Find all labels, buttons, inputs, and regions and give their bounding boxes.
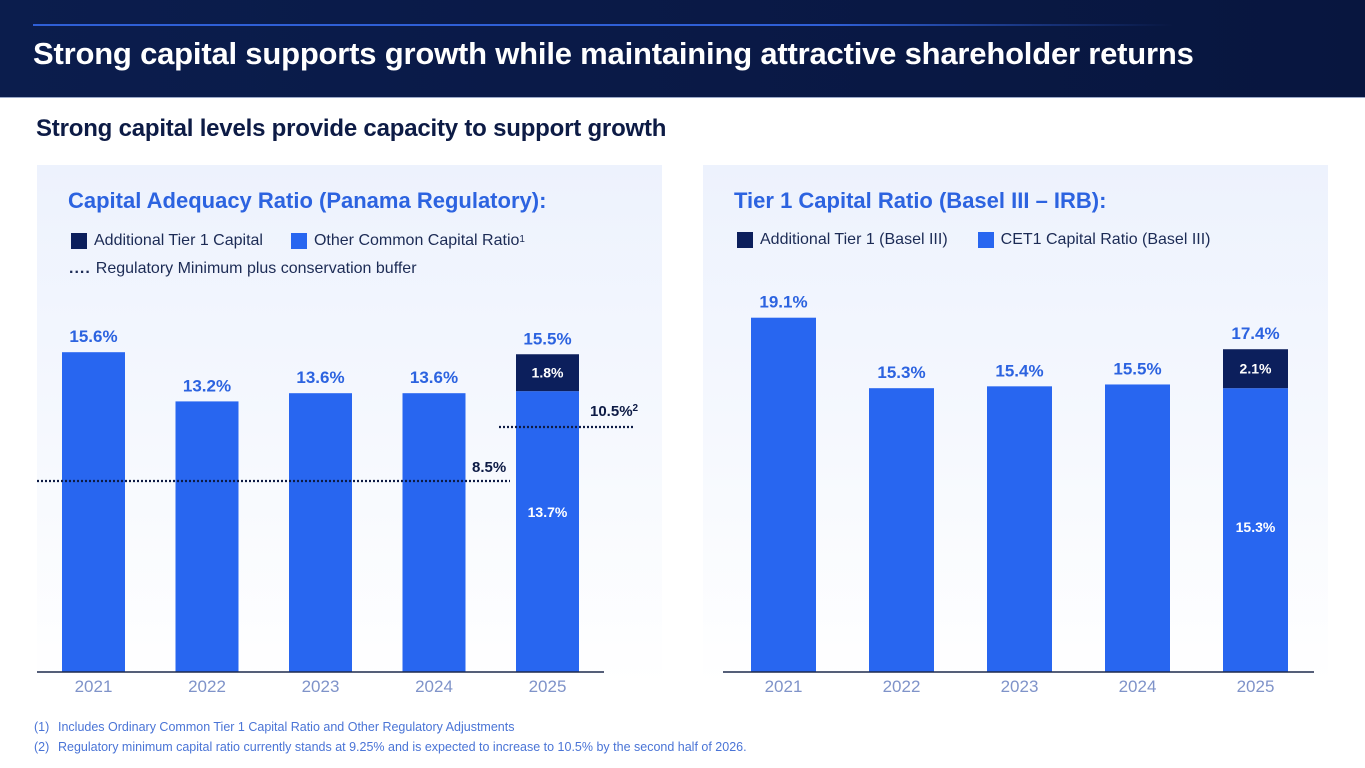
tier1-chart-title: Tier 1 Capital Ratio (Basel III – IRB): [734, 188, 1107, 213]
legend-label-other-common: Other Common Capital Ratio [313, 232, 520, 249]
total-label: 13.6% [410, 368, 458, 387]
bar-2024-other-common-capital-ratio [402, 393, 466, 672]
segment-label: 15.3% [1236, 519, 1276, 535]
bar-2025-additional-tier-1-basel-iii- [1223, 349, 1288, 389]
legend-swatch-additional-tier1-basel [737, 232, 753, 248]
segment-label: 13.7% [528, 504, 568, 520]
x-tick-label: 2022 [883, 677, 921, 696]
capital-adequacy-chart-title: Capital Adequacy Ratio (Panama Regulator… [68, 188, 547, 213]
legend-label-regulatory-minimum: Regulatory Minimum plus conservation buf… [95, 260, 417, 277]
slide-header: Strong capital supports growth while mai… [0, 0, 1365, 98]
footnote-2: (2) Regulatory minimum capital ratio curr… [34, 737, 747, 757]
x-tick-label: 2021 [75, 677, 113, 696]
footnote-text: Regulatory minimum capital ratio current… [58, 740, 747, 754]
legend-left-row1: Additional Tier 1 Capital Other Common C… [71, 232, 525, 250]
reference-line-label: 8.5% [472, 459, 506, 476]
footnotes: (1) Includes Ordinary Common Tier 1 Capit… [34, 717, 747, 757]
bar-2025-cet1-capital-ratio-basel-iii- [1223, 388, 1288, 672]
legend-label-additional-tier1: Additional Tier 1 Capital [94, 232, 263, 249]
slide-title: Strong capital supports growth while mai… [33, 36, 1194, 71]
bar-2023-cet1-capital-ratio-basel-iii- [987, 386, 1052, 672]
total-label: 15.5% [523, 329, 571, 348]
bar-2025-additional-tier-1-capital [516, 354, 579, 392]
x-tick-label: 2025 [1237, 677, 1275, 696]
legend-swatch-other-common [290, 233, 307, 249]
legend-swatch-cet1 [977, 232, 994, 248]
x-tick-label: 2022 [188, 677, 226, 696]
bar-2021-other-common-capital-ratio [62, 352, 125, 672]
reference-line-label: 10.5%2 [590, 403, 639, 420]
legend-swatch-additional-tier1 [71, 233, 87, 249]
segment-label: 1.8% [532, 365, 564, 381]
footnote-number: (2) [34, 740, 50, 754]
total-label: 13.6% [296, 368, 344, 387]
total-label: 15.3% [877, 363, 925, 382]
header-accent-line [33, 24, 1173, 26]
x-tick-label: 2024 [1119, 677, 1157, 696]
total-label: 15.5% [1113, 359, 1161, 378]
footnote-ref-2: 2 [633, 403, 639, 414]
legend-label-additional-tier1-basel: Additional Tier 1 (Basel III) [760, 231, 948, 248]
footnote-1: (1) Includes Ordinary Common Tier 1 Capit… [34, 717, 747, 737]
legend-right-row1: Additional Tier 1 (Basel III) CET1 Capit… [737, 231, 1211, 249]
bar-2022-other-common-capital-ratio [175, 401, 239, 672]
bar-2021-cet1-capital-ratio-basel-iii- [751, 317, 816, 672]
x-tick-label: 2025 [529, 677, 567, 696]
x-tick-label: 2023 [302, 677, 340, 696]
section-subtitle: Strong capital levels provide capacity t… [36, 115, 667, 142]
total-label: 15.4% [995, 361, 1043, 380]
total-label: 13.2% [183, 376, 231, 395]
total-label: 19.1% [759, 293, 807, 312]
total-label: 17.4% [1231, 324, 1279, 343]
bar-2023-other-common-capital-ratio [289, 393, 352, 672]
x-tick-label: 2024 [415, 677, 453, 696]
dotted-line-legend-icon: .... [69, 260, 91, 277]
segment-label: 2.1% [1240, 361, 1272, 377]
footnote-text: Includes Ordinary Common Tier 1 Capital … [58, 720, 515, 734]
bar-2024-cet1-capital-ratio-basel-iii- [1105, 384, 1170, 672]
x-tick-label: 2021 [765, 677, 803, 696]
legend-left-row2: .... Regulatory Minimum plus conservatio… [69, 260, 417, 278]
footnote-number: (1) [34, 720, 50, 734]
footnote-ref-1: 1 [519, 233, 525, 245]
bar-2022-cet1-capital-ratio-basel-iii- [869, 388, 934, 672]
bar-2025-other-common-capital-ratio [516, 391, 579, 672]
legend-label-cet1: CET1 Capital Ratio (Basel III) [1000, 231, 1211, 248]
total-label: 15.6% [69, 327, 117, 346]
x-tick-label: 2023 [1001, 677, 1039, 696]
